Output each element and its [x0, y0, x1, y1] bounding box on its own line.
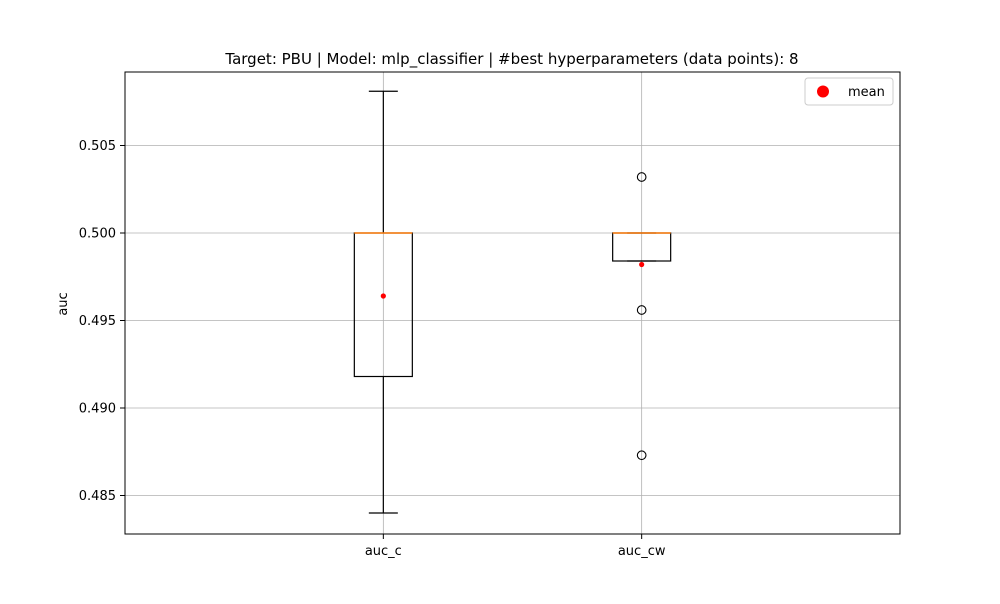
box-group-auc_cw: [612, 172, 672, 461]
y-tick-label: 0.485: [79, 489, 116, 504]
box-group-auc_c: [353, 90, 413, 514]
y-axis-label: auc: [56, 292, 71, 315]
legend: mean: [804, 77, 894, 106]
grid-layer: [125, 72, 900, 534]
legend-label: mean: [848, 85, 885, 100]
x-tick-label: auc_cw: [618, 544, 666, 559]
plot-frame: [124, 71, 901, 535]
y-tick-label: 0.505: [79, 139, 116, 154]
outlier-point: [636, 450, 647, 461]
legend-mean-marker: [817, 85, 829, 98]
mean-marker: [639, 261, 645, 268]
outlier-point: [636, 172, 647, 182]
legend-box: [804, 77, 894, 106]
mean-marker: [380, 293, 386, 299]
y-tick-label: 0.495: [79, 314, 116, 329]
x-tick-label: auc_c: [365, 544, 402, 559]
marks-layer: [353, 90, 672, 514]
chart-title: Target: PBU | Model: mlp_classifier | #b…: [224, 50, 798, 69]
outlier-point: [636, 305, 647, 315]
y-tick-label: 0.490: [79, 402, 116, 417]
y-tick-label: 0.500: [79, 227, 116, 242]
axes-layer: 0.485 0.490 0.495 0.500 0.505 auc_c auc_cw: [79, 71, 901, 559]
